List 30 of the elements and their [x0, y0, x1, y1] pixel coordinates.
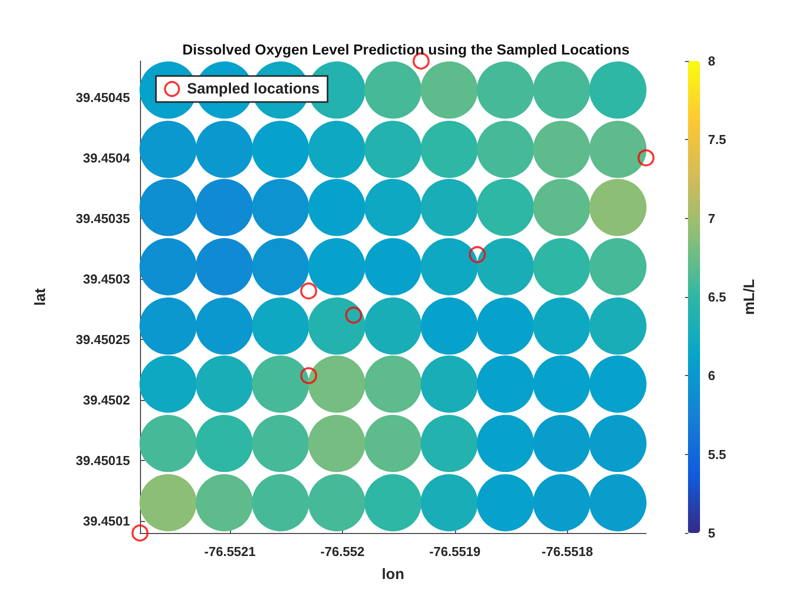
point: [300, 367, 318, 384]
color-bar-label: 6.5: [708, 290, 726, 304]
y-tick-label: 39.4503: [83, 271, 130, 286]
y-tick-label: 39.4504: [83, 150, 131, 166]
point: [638, 149, 654, 166]
color-bar-label: 8: [708, 54, 716, 68]
y-axis-title: lat: [32, 288, 49, 306]
point: [300, 282, 318, 300]
legend-label: Sampled locations: [187, 80, 320, 98]
chart-title: Dissolved Oxygen Level Prediction using the Sampled Locations: [182, 42, 630, 58]
color-bar-label: 5: [708, 526, 716, 540]
color-bar-label: 7: [708, 210, 716, 226]
y-tick-label: 39.4501: [83, 513, 130, 528]
point: [468, 246, 486, 264]
y-tick-label: 39.45015: [76, 452, 130, 468]
color-bar-label: 6: [708, 368, 716, 384]
color-bar-label: 5.5: [708, 446, 726, 462]
x-tick-label: -76.5521: [204, 544, 256, 559]
color-bar-title: mL/L: [741, 279, 758, 315]
y-tick-label: 39.4502: [83, 392, 130, 408]
x-tick-label: -76.5519: [429, 544, 481, 559]
y-tick-label: 39.45045: [76, 90, 130, 105]
x-axis-title: lon: [382, 566, 404, 583]
x-tick-label: -76.5518: [542, 544, 593, 559]
point: [345, 306, 362, 324]
y-tick-label: 39.45025: [76, 332, 130, 347]
color-bar-label: 7.5: [708, 132, 726, 148]
point: [132, 524, 148, 542]
x-tick-label: -76.552: [320, 544, 364, 559]
y-tick-label: 39.45035: [76, 210, 130, 226]
